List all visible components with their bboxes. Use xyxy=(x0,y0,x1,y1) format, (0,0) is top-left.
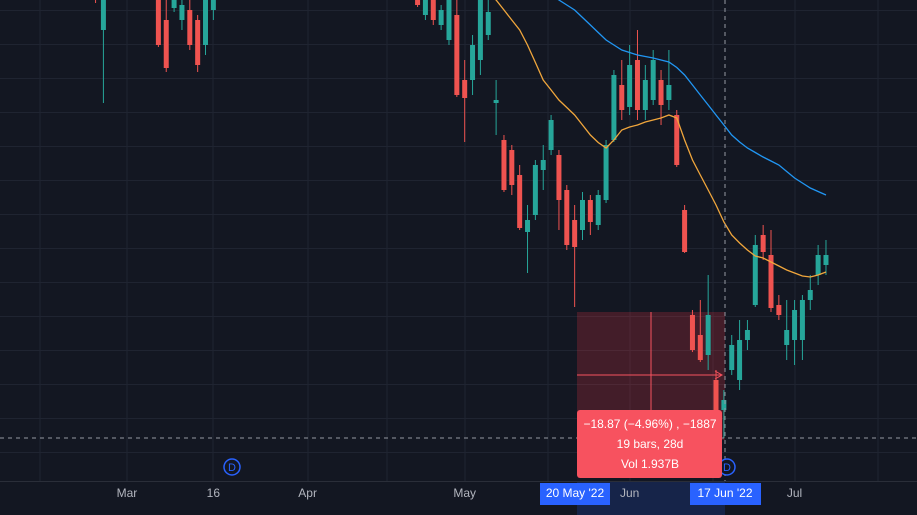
time-axis-labels: Mar 16 Apr May Jun Jul xyxy=(117,486,803,500)
candle-body xyxy=(485,12,491,35)
candle-body xyxy=(462,80,468,98)
range-change: −18.87 (−4.96%) , −1887 xyxy=(583,417,716,431)
candle-body xyxy=(556,155,562,200)
candle-body xyxy=(477,0,483,60)
candle-body xyxy=(155,0,161,45)
candle-body xyxy=(799,300,805,340)
candle-body xyxy=(642,80,648,110)
candle-body xyxy=(666,85,672,100)
candle-body xyxy=(163,20,169,68)
candle-body xyxy=(171,0,177,8)
candle-body xyxy=(697,335,703,360)
candle-body xyxy=(430,0,436,20)
candle-body xyxy=(187,10,193,45)
x-tick-label: Mar xyxy=(117,486,138,500)
candle-body xyxy=(705,315,711,355)
x-tick-label: May xyxy=(453,486,476,500)
candle-body xyxy=(713,380,719,418)
range-volume: Vol 1.937B xyxy=(621,457,679,471)
candle-body xyxy=(509,150,515,185)
candle-body xyxy=(587,200,593,222)
candle-body xyxy=(415,0,421,5)
candle-body xyxy=(493,100,499,103)
candle-body xyxy=(517,175,523,228)
candle-body xyxy=(650,60,656,100)
candle-body xyxy=(689,315,695,350)
moving-average-line xyxy=(557,0,827,196)
candle-body xyxy=(721,400,727,410)
candle-body xyxy=(729,345,735,370)
candle-body xyxy=(470,45,476,80)
range-start-label: 20 May '22 xyxy=(546,486,605,500)
candle-body xyxy=(807,290,813,300)
candle-body xyxy=(532,165,538,215)
range-start-label-bg xyxy=(540,483,610,505)
candle-body xyxy=(619,85,625,110)
candle-body xyxy=(595,195,601,225)
candle-body xyxy=(674,115,680,165)
x-tick-label: Apr xyxy=(298,486,317,500)
candle-body xyxy=(815,255,821,275)
candle-body xyxy=(658,80,664,105)
candle-body xyxy=(525,220,531,232)
moving-average-line xyxy=(494,0,827,278)
range-bars: 19 bars, 28d xyxy=(617,437,684,451)
candle-body xyxy=(100,0,106,30)
candle-body xyxy=(682,210,688,252)
candle-body xyxy=(776,305,782,315)
x-tick-label: 16 xyxy=(207,486,221,500)
candle-body xyxy=(603,145,609,200)
range-end-label-bg xyxy=(690,483,761,505)
candle-body xyxy=(580,200,586,230)
candle-body xyxy=(752,245,758,305)
candle-body xyxy=(634,60,640,110)
candle-body xyxy=(737,340,743,380)
x-tick-label: Jun xyxy=(620,486,639,500)
marker-label: D xyxy=(723,462,731,474)
candle-body xyxy=(792,310,798,340)
range-arrow-head xyxy=(714,370,724,380)
candle-body xyxy=(210,0,216,10)
candle-body xyxy=(203,0,209,45)
candle-body xyxy=(823,255,829,265)
candle-body xyxy=(501,140,507,190)
plot-area xyxy=(95,0,829,438)
candle-body xyxy=(744,330,750,340)
range-end-label: 17 Jun '22 xyxy=(697,486,752,500)
candle-body xyxy=(454,15,460,95)
candle-body xyxy=(627,65,633,107)
candle-body xyxy=(548,120,554,150)
candle-body xyxy=(195,20,201,65)
candle-body xyxy=(572,220,578,247)
marker-label: D xyxy=(228,462,236,474)
x-tick-label: Jul xyxy=(787,486,802,500)
candle-body xyxy=(611,75,617,140)
candle-body xyxy=(768,255,774,308)
candle-body xyxy=(446,0,452,40)
candle-body xyxy=(564,190,570,245)
candle-body xyxy=(540,160,546,170)
time-axis xyxy=(0,481,917,515)
candle-body xyxy=(422,0,428,15)
dividend-marker[interactable]: D xyxy=(223,458,241,476)
candle-body xyxy=(179,5,185,20)
candle-body xyxy=(438,10,444,25)
candle-body xyxy=(760,235,766,252)
candle-body xyxy=(784,330,790,345)
range-tooltip xyxy=(577,410,722,478)
